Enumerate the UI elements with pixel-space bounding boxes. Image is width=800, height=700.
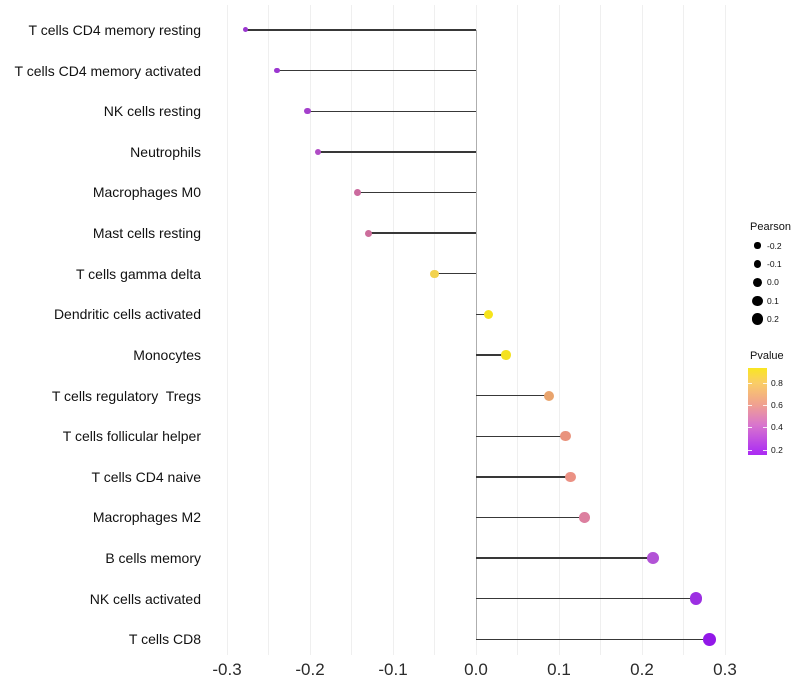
- gridline: [558, 5, 560, 655]
- lollipop-dot: [242, 27, 248, 33]
- gridline: [268, 5, 269, 655]
- category-label: Mast cells resting: [92, 225, 201, 242]
- lollipop-dot: [483, 309, 493, 319]
- pvalue-colorbar: [748, 368, 767, 455]
- category-label: T cells regulatory Tregs: [51, 387, 201, 404]
- x-tick-label: -0.2: [295, 660, 325, 679]
- lollipop-stem: [245, 29, 476, 31]
- size-legend-dot: [753, 277, 762, 287]
- pvalue-tick-label: 0.6: [771, 400, 783, 411]
- lollipop-dot: [315, 148, 322, 155]
- lollipop-stem: [476, 597, 696, 600]
- lollipop-dot: [304, 108, 311, 115]
- lollipop-dot: [543, 390, 555, 401]
- lollipop-dot: [430, 269, 439, 278]
- gridline: [600, 5, 601, 655]
- lollipop-stem: [357, 191, 476, 194]
- category-label: Dendritic cells activated: [53, 306, 201, 323]
- lollipop-stem: [368, 232, 476, 234]
- x-tick-label: 0.3: [713, 660, 737, 679]
- lollipop-stem: [307, 110, 476, 112]
- size-legend-dot: [751, 313, 764, 325]
- lollipop-dot: [565, 471, 576, 483]
- category-label: Macrophages M2: [92, 509, 201, 526]
- colorbar-tick: [748, 405, 752, 407]
- lollipop-dot: [501, 350, 511, 360]
- gridline: [392, 5, 394, 655]
- lollipop-dot: [702, 632, 716, 646]
- size-legend-dot: [752, 295, 763, 306]
- size-legend-dot: [753, 260, 762, 268]
- lollipop-stem: [476, 638, 710, 640]
- lollipop-dot: [560, 430, 571, 442]
- category-label: Monocytes: [133, 346, 201, 363]
- category-label: T cells CD4 naive: [91, 468, 201, 485]
- category-label: T cells CD4 memory activated: [14, 62, 201, 79]
- category-label: T cells gamma delta: [75, 265, 201, 282]
- colorbar-tick: [763, 427, 767, 429]
- gridline: [309, 5, 311, 655]
- x-tick-label: 0.0: [464, 660, 488, 679]
- lollipop-dot: [689, 592, 703, 605]
- lollipop-stem: [434, 273, 476, 275]
- lollipop-stem: [476, 435, 566, 437]
- category-label: T cells follicular helper: [62, 428, 201, 445]
- category-label: NK cells resting: [103, 103, 201, 120]
- gridline: [226, 5, 228, 655]
- color-legend-title: Pvalue: [750, 350, 784, 362]
- category-label: NK cells activated: [89, 590, 201, 607]
- category-label: Neutrophils: [130, 143, 201, 160]
- lollipop-stem: [318, 151, 476, 153]
- colorbar-tick: [763, 449, 767, 451]
- colorbar-tick: [748, 427, 752, 429]
- category-label: T cells CD4 memory resting: [28, 22, 201, 38]
- x-tick-label: -0.1: [378, 660, 408, 679]
- size-legend-label: 0.1: [767, 295, 779, 306]
- pvalue-tick-label: 0.2: [771, 444, 783, 455]
- lollipop-stem: [476, 476, 571, 478]
- gridline: [683, 5, 684, 655]
- size-legend-dot: [754, 242, 761, 249]
- lollipop-dot: [579, 512, 591, 523]
- colorbar-tick: [763, 405, 767, 407]
- size-legend-label: -0.1: [767, 258, 782, 269]
- gridline: [641, 5, 643, 655]
- size-legend-label: -0.2: [767, 240, 782, 251]
- lollipop-stem: [476, 516, 585, 519]
- x-tick-label: 0.1: [547, 660, 571, 679]
- lollipop-dot: [353, 189, 361, 196]
- lollipop-dot: [274, 67, 280, 74]
- pvalue-tick-label: 0.8: [771, 377, 783, 388]
- lollipop-stem: [476, 313, 489, 316]
- colorbar-tick: [748, 382, 752, 384]
- x-tick-label: -0.3: [212, 660, 242, 679]
- lollipop-stem: [476, 557, 653, 559]
- size-legend-title: Pearson: [750, 221, 791, 233]
- lollipop-stem: [476, 394, 550, 397]
- colorbar-tick: [763, 382, 767, 384]
- category-label: Macrophages M0: [92, 184, 201, 201]
- colorbar-tick: [748, 449, 752, 451]
- size-legend-label: 0.0: [767, 277, 779, 288]
- size-legend-label: 0.2: [767, 314, 779, 325]
- gridline: [351, 5, 352, 655]
- category-label: T cells CD8: [128, 631, 201, 648]
- gridline: [724, 5, 726, 655]
- lollipop-stem: [276, 69, 476, 72]
- lollipop-dot: [364, 229, 372, 237]
- x-tick-label: 0.2: [630, 660, 654, 679]
- category-label: B cells memory: [105, 550, 201, 567]
- lollipop-stem: [476, 354, 506, 356]
- pvalue-tick-label: 0.4: [771, 422, 783, 433]
- gridline: [517, 5, 518, 655]
- zero-baseline: [475, 30, 477, 640]
- lollipop-dot: [646, 552, 659, 564]
- gridline: [434, 5, 435, 655]
